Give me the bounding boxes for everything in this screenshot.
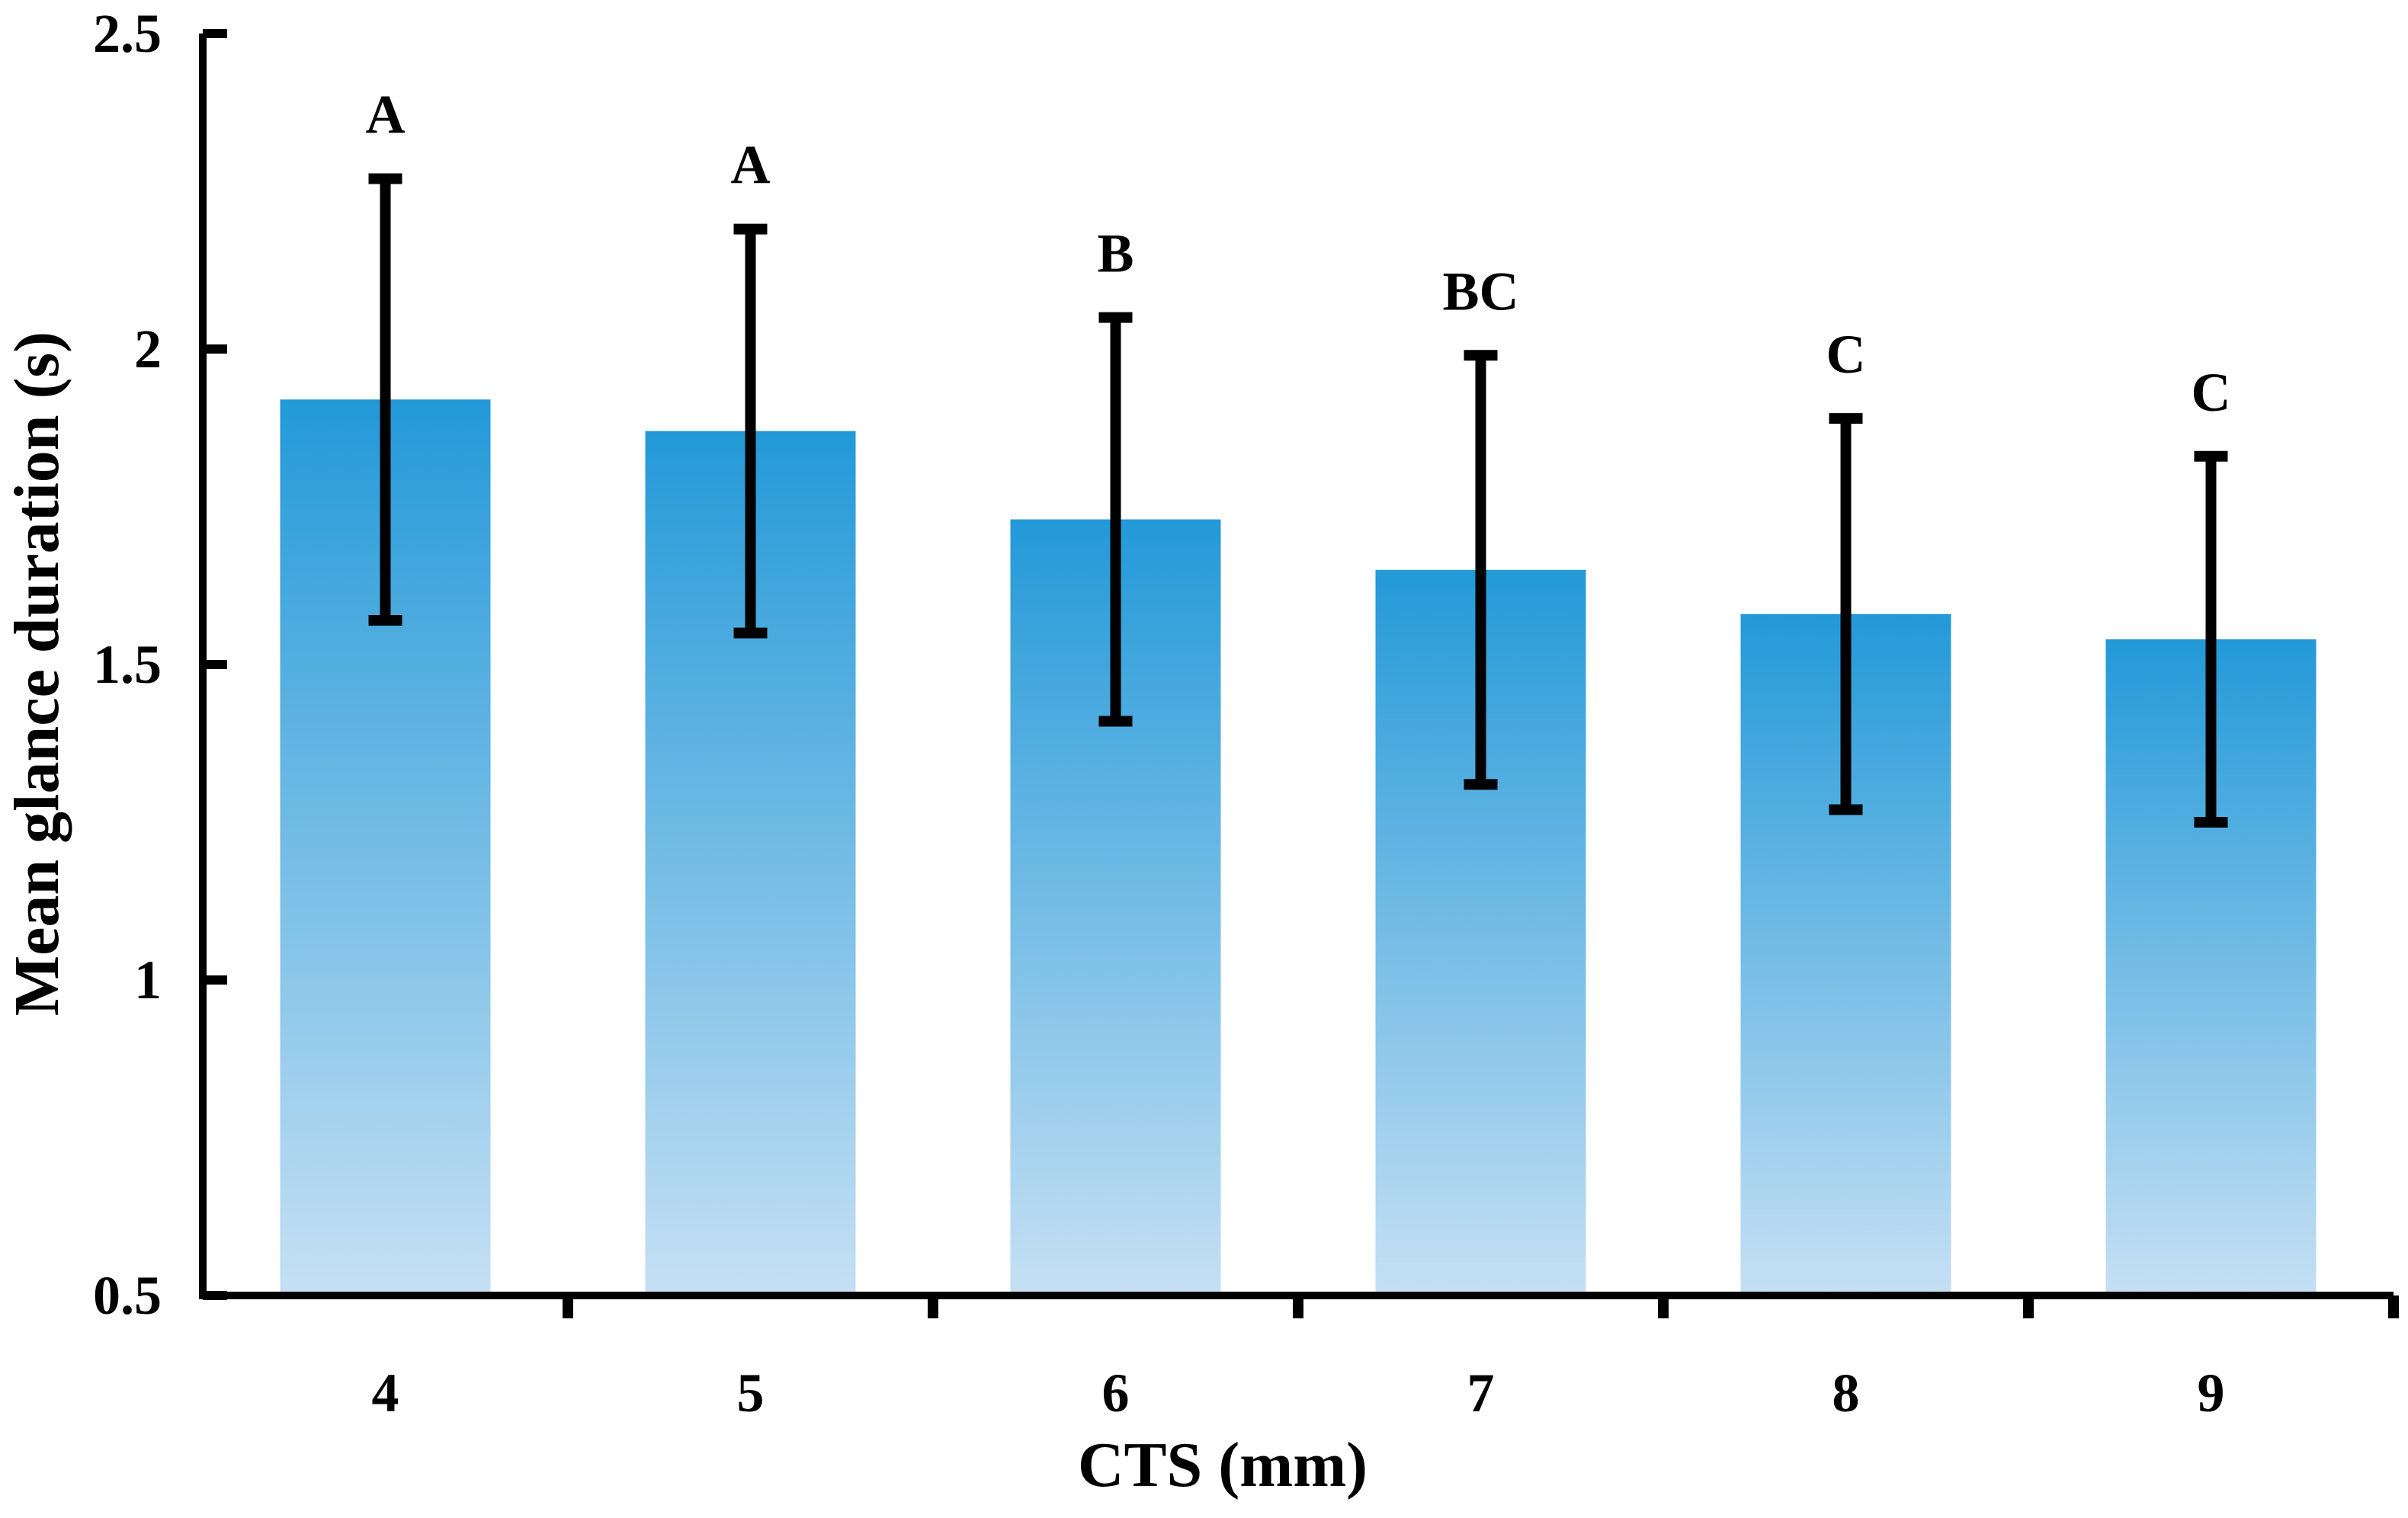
group-labels-layer: A A B BC C C [366,84,2231,422]
group-label-5: A [731,135,771,196]
y-tick-label-1: 1 [134,950,162,1010]
x-axis-title: CTS (mm) [1078,1430,1368,1500]
x-tick-label-8: 8 [1832,1363,1860,1424]
x-tick-label-6: 6 [1102,1363,1130,1424]
x-tick-label-4: 4 [372,1363,399,1424]
tick-labels-layer: 4 5 6 7 8 9 0.5 1 1.5 2 2.5 [93,3,2225,1424]
y-tick-label-2.5: 2.5 [93,3,162,64]
y-tick-label-2: 2 [134,319,162,380]
group-label-8: C [1826,324,1866,385]
x-tick-label-5: 5 [737,1363,765,1424]
group-label-9: C [2192,362,2231,423]
y-tick-label-0.5: 0.5 [93,1265,162,1326]
bars-layer [280,399,2317,1295]
x-tick-label-9: 9 [2198,1363,2225,1424]
y-tick-label-1.5: 1.5 [93,634,162,695]
y-axis-title: Mean glance duration (s) [2,331,72,1016]
axes-layer [199,29,2399,1318]
group-label-6: B [1097,223,1133,284]
error-bars-layer [368,173,2228,828]
group-label-4: A [366,84,406,145]
x-tick-label-7: 7 [1467,1363,1495,1424]
group-label-7: BC [1442,261,1518,322]
